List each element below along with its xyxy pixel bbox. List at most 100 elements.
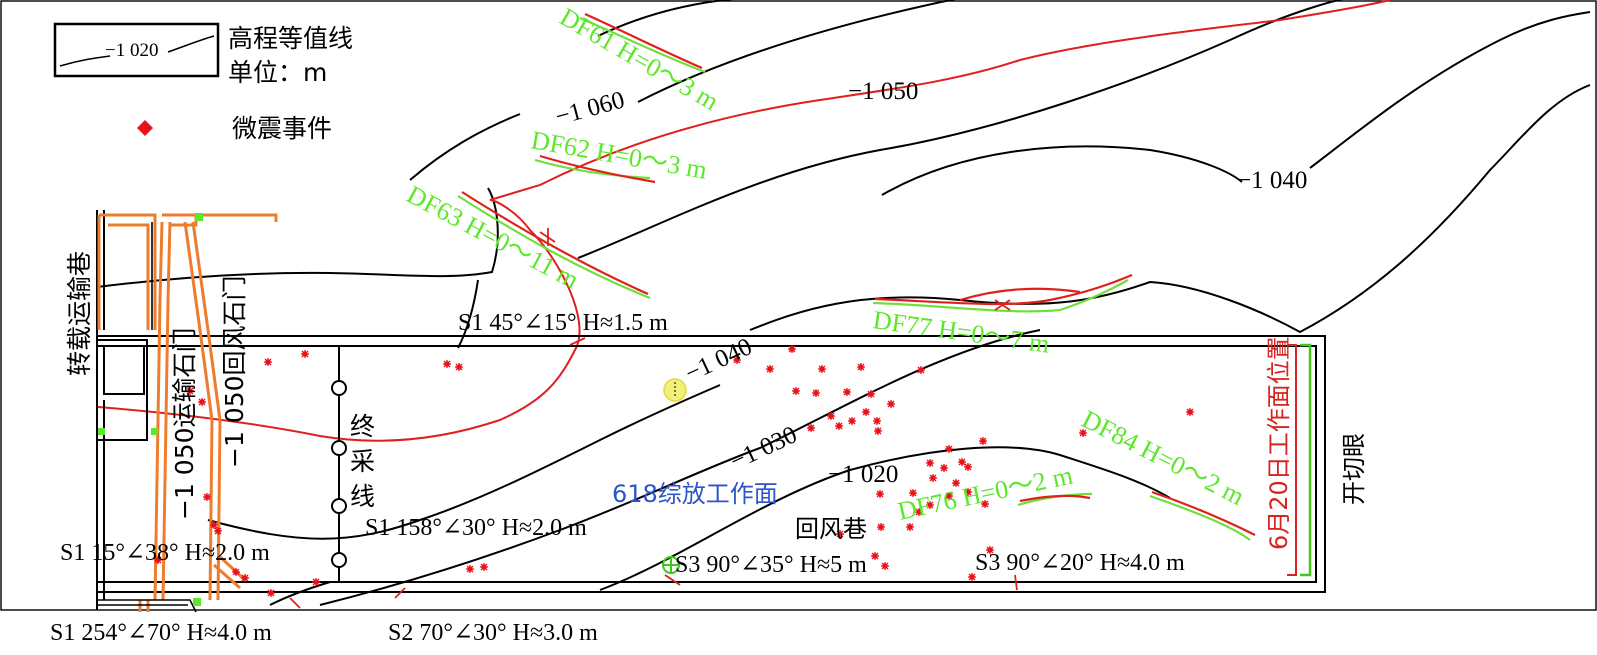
microseismic-event — [867, 390, 875, 398]
contour-1060-left — [409, 113, 521, 181]
legend-contour-line-right — [167, 35, 215, 53]
structure-label-s3-a: S3 90°∠35° H≈5 m — [675, 552, 867, 578]
transport-crosscut-label: −1 050运输石门 — [170, 327, 199, 520]
structure-label-s1-left: S1 15°∠38° H≈2.0 m — [60, 540, 270, 566]
microseismic-event — [986, 546, 994, 554]
contour-1060 — [637, 0, 956, 103]
microseismic-event — [835, 422, 843, 430]
structure-label-s1-bottom: S1 254°∠70° H≈4.0 m — [50, 620, 272, 646]
microseismic-event — [945, 445, 953, 453]
contour-label-1020: −1 020 — [828, 461, 898, 488]
microseismic-event — [909, 489, 917, 497]
microseismic-event — [917, 366, 925, 374]
structure-label-s2-bottom: S2 70°∠30° H≈3.0 m — [388, 620, 598, 646]
fault-df62 — [534, 154, 656, 184]
microseismic-event — [264, 358, 272, 366]
microseismic-event — [1186, 408, 1194, 416]
face-position-label: 6月20日工作面位置 — [1265, 336, 1293, 550]
microseismic-events — [154, 345, 1194, 597]
microseismic-event — [1079, 429, 1087, 437]
microseismic-event — [876, 490, 884, 498]
legend: −1 020 高程等值线 单位：m 微震事件 — [53, 22, 353, 143]
transfer-roadway-label: 转载运输巷 — [65, 251, 94, 376]
stop-line-char-3: 线 — [350, 482, 375, 511]
face-position-line — [1300, 343, 1312, 577]
contour-label-1030: −1 030 — [726, 421, 801, 475]
microseismic-event — [843, 388, 851, 396]
microseismic-event — [455, 363, 463, 371]
microseismic-event — [871, 552, 879, 560]
return-crosscut-label: −1 050回风石门 — [220, 275, 249, 468]
microseismic-event — [818, 365, 826, 373]
microseismic-event — [952, 479, 960, 487]
microseismic-event — [792, 387, 800, 395]
microseismic-event — [929, 474, 937, 482]
microseismic-event — [812, 389, 820, 397]
face-position-red-line — [1287, 344, 1297, 576]
microseismic-event — [877, 523, 885, 531]
contour-right-big — [749, 84, 1591, 334]
microseismic-event — [807, 424, 815, 432]
microseismic-event — [979, 437, 987, 445]
microseismic-event — [940, 464, 948, 472]
contour-1060-upper — [597, 0, 734, 37]
legend-contour-line-left — [59, 55, 111, 67]
microseismic-event — [186, 387, 194, 395]
contour-1010 — [269, 581, 331, 606]
contour-label-1050: −1 050 — [848, 78, 918, 105]
structure-label-s1-mid: S1 158°∠30° H≈2.0 m — [365, 515, 587, 541]
microseismic-event — [214, 527, 222, 535]
microseismic-event — [480, 563, 488, 571]
roadway-black-edges — [97, 222, 197, 613]
contour-1030 — [207, 384, 721, 540]
microseismic-event — [881, 562, 889, 570]
microseismic-event — [443, 360, 451, 368]
contour-label-1040-mid: −1 040 — [681, 333, 756, 387]
contour-label-1060: −1 060 — [553, 87, 628, 131]
return-roadway-label: 回风巷 — [795, 515, 867, 543]
fault-df61 — [579, 12, 706, 74]
fault-df63 — [457, 191, 651, 300]
stop-line-char-2: 采 — [350, 447, 375, 476]
faults — [289, 12, 1256, 609]
legend-contour-label: 高程等值线 — [228, 24, 353, 53]
contour-1020-lower — [599, 446, 1171, 591]
contour-1040-top-left — [881, 145, 1243, 196]
contour-1050-lower — [577, 0, 1344, 259]
stop-line-char-1: 终 — [350, 412, 375, 441]
microseismic-event — [874, 427, 882, 435]
microseismic-event — [210, 521, 218, 529]
fault-label-df76: DF76 H=0～2 m — [895, 461, 1075, 526]
microseismic-event — [466, 565, 474, 573]
microseismic-event — [836, 530, 844, 538]
microseismic-event — [198, 398, 206, 406]
contour-1050-into-box — [457, 279, 479, 349]
microseismic-event — [312, 578, 320, 586]
microseismic-event — [788, 345, 796, 353]
microseismic-event — [827, 412, 835, 420]
green-target-marker — [662, 556, 680, 574]
microseismic-event — [968, 573, 976, 581]
map-frame — [0, 0, 1597, 611]
fault-df84 — [1149, 490, 1256, 541]
microseismic-event — [926, 459, 934, 467]
contour-1050-red — [97, 0, 1391, 442]
microseismic-event — [915, 508, 923, 516]
microseismic-event — [958, 458, 966, 466]
microseismic-event — [887, 400, 895, 408]
workface-label: 618综放工作面 — [612, 480, 778, 508]
microseismic-event — [981, 500, 989, 508]
structure-label-s1-top: S1 45°∠15° H≈1.5 m — [458, 310, 668, 336]
stop-line — [331, 346, 347, 582]
microseismic-event — [301, 350, 309, 358]
microseismic-event — [203, 493, 211, 501]
microseismic-event — [241, 574, 249, 582]
microseismic-event — [964, 463, 972, 471]
green-markers — [98, 213, 203, 606]
contour-label-1040-top: −1 040 — [1237, 167, 1307, 194]
fault-ticks — [289, 228, 1018, 609]
legend-unit-label: 单位：m — [228, 58, 327, 87]
legend-contour-sample: −1 020 — [105, 40, 158, 61]
microseismic-event — [733, 356, 741, 364]
